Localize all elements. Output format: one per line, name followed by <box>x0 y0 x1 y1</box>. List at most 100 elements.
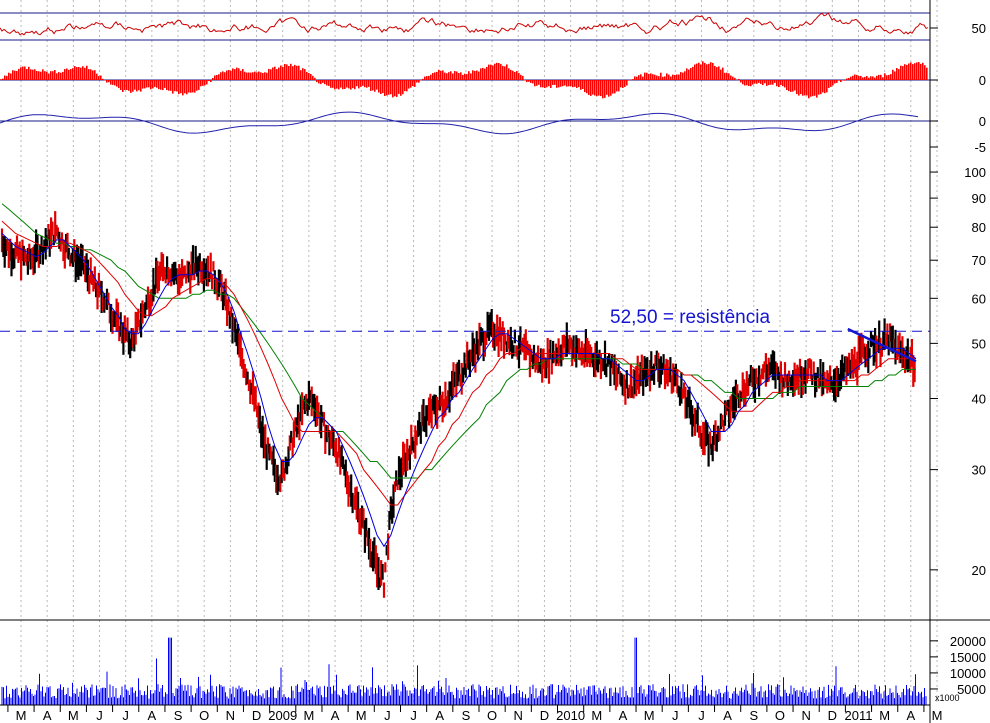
histogram-bar <box>114 80 116 86</box>
histogram-bar <box>476 70 478 80</box>
histogram-bar <box>496 62 498 80</box>
histogram-bar <box>210 80 212 83</box>
histogram-bar <box>834 80 836 84</box>
x-axis-months: M A M J J A S O N D 2009 M A M J J A S O N D 2010 M A M J J A S O N D 20… <box>7 705 942 723</box>
histogram-bar <box>908 63 910 80</box>
histogram-bar <box>750 80 752 87</box>
histogram-bar <box>780 80 782 85</box>
y-tick-label: 50 <box>972 21 986 36</box>
month-label: M <box>68 708 79 723</box>
histogram-bar <box>536 80 538 86</box>
histogram-bar <box>786 80 788 90</box>
histogram-bar <box>754 80 756 84</box>
histogram-bar <box>276 69 278 80</box>
histogram-bar <box>764 80 766 84</box>
histogram-bar <box>424 76 426 80</box>
histogram-bar <box>662 76 664 80</box>
histogram-bar <box>206 80 208 85</box>
histogram-bar <box>704 62 706 80</box>
histogram-bar <box>416 80 418 83</box>
histogram-bar <box>450 71 452 80</box>
histogram-bar <box>612 80 614 94</box>
histogram-bar <box>658 76 660 80</box>
histogram-bar <box>522 75 524 80</box>
histogram-bar <box>330 80 332 88</box>
month-label: O <box>487 708 497 723</box>
histogram-bar <box>256 72 258 80</box>
histogram-bar <box>44 71 46 80</box>
histogram-bar <box>316 80 318 83</box>
histogram-bar <box>240 70 242 80</box>
histogram-bar <box>558 80 560 88</box>
histogram-bar <box>308 73 310 80</box>
histogram-bar <box>358 80 360 89</box>
resistance-label: 52,50 = resistência <box>610 307 770 328</box>
histogram-bar <box>576 80 578 88</box>
histogram-bar <box>102 78 104 80</box>
month-label: J <box>672 708 679 723</box>
month-label: A <box>435 708 444 723</box>
histogram-bar <box>534 80 536 87</box>
month-label: A <box>148 708 157 723</box>
histogram-bar <box>302 68 304 80</box>
histogram-bar <box>40 71 42 80</box>
histogram-bar <box>498 63 500 80</box>
histogram-bar <box>56 73 58 80</box>
month-label: A <box>43 708 52 723</box>
histogram-bar <box>156 80 158 88</box>
histogram-bar <box>356 80 358 87</box>
histogram-bar <box>768 80 770 86</box>
histogram-bar <box>828 80 830 88</box>
y-tick-label: 30 <box>972 463 986 478</box>
histogram-bar <box>354 80 356 90</box>
histogram-bar <box>16 71 18 80</box>
osc2-line <box>0 111 919 135</box>
histogram-bar <box>448 72 450 80</box>
histogram-bar <box>48 73 50 80</box>
histogram-bar <box>594 80 596 96</box>
histogram-bar <box>324 80 326 85</box>
histogram-bar <box>200 80 202 87</box>
histogram-bar <box>84 67 86 80</box>
histogram-bar <box>90 69 92 80</box>
histogram-bar <box>340 80 342 88</box>
osc1-line <box>0 11 929 36</box>
histogram-bar <box>370 80 372 91</box>
histogram-bar <box>622 80 624 88</box>
histogram-bar <box>824 80 826 94</box>
histogram-bar <box>800 80 802 95</box>
histogram-bar <box>728 73 730 80</box>
histogram-bar <box>674 75 676 80</box>
histogram-bar <box>732 76 734 80</box>
histogram-bar <box>246 72 248 80</box>
histogram-bar <box>138 80 140 91</box>
histogram-bar <box>816 80 818 98</box>
histogram-bar <box>288 66 290 80</box>
histogram-bar <box>490 64 492 80</box>
histogram-bar <box>400 80 402 96</box>
histogram-bar <box>472 70 474 80</box>
histogram-bar <box>12 70 14 80</box>
histogram-bar <box>714 65 716 80</box>
histogram-bar <box>794 80 796 91</box>
histogram-bar <box>920 63 922 80</box>
histogram-bar <box>806 80 808 96</box>
y-tick-label: 0 <box>979 114 986 129</box>
histogram-bar <box>228 70 230 80</box>
month-label: O <box>775 708 785 723</box>
histogram-bar <box>898 69 900 80</box>
histogram-bar <box>178 80 180 95</box>
histogram-bar <box>266 72 268 80</box>
histogram-bar <box>900 65 902 80</box>
histogram-bar <box>694 64 696 80</box>
histogram-bar <box>58 72 60 80</box>
histogram-bar <box>676 74 678 80</box>
y-tick-label: 90 <box>972 191 986 206</box>
histogram-bar <box>504 66 506 80</box>
histogram-bar <box>122 80 124 92</box>
month-label: D <box>252 708 261 723</box>
month-label: M <box>303 708 314 723</box>
histogram-bar <box>730 75 732 80</box>
histogram-bar <box>214 75 216 80</box>
histogram-bar <box>218 74 220 80</box>
